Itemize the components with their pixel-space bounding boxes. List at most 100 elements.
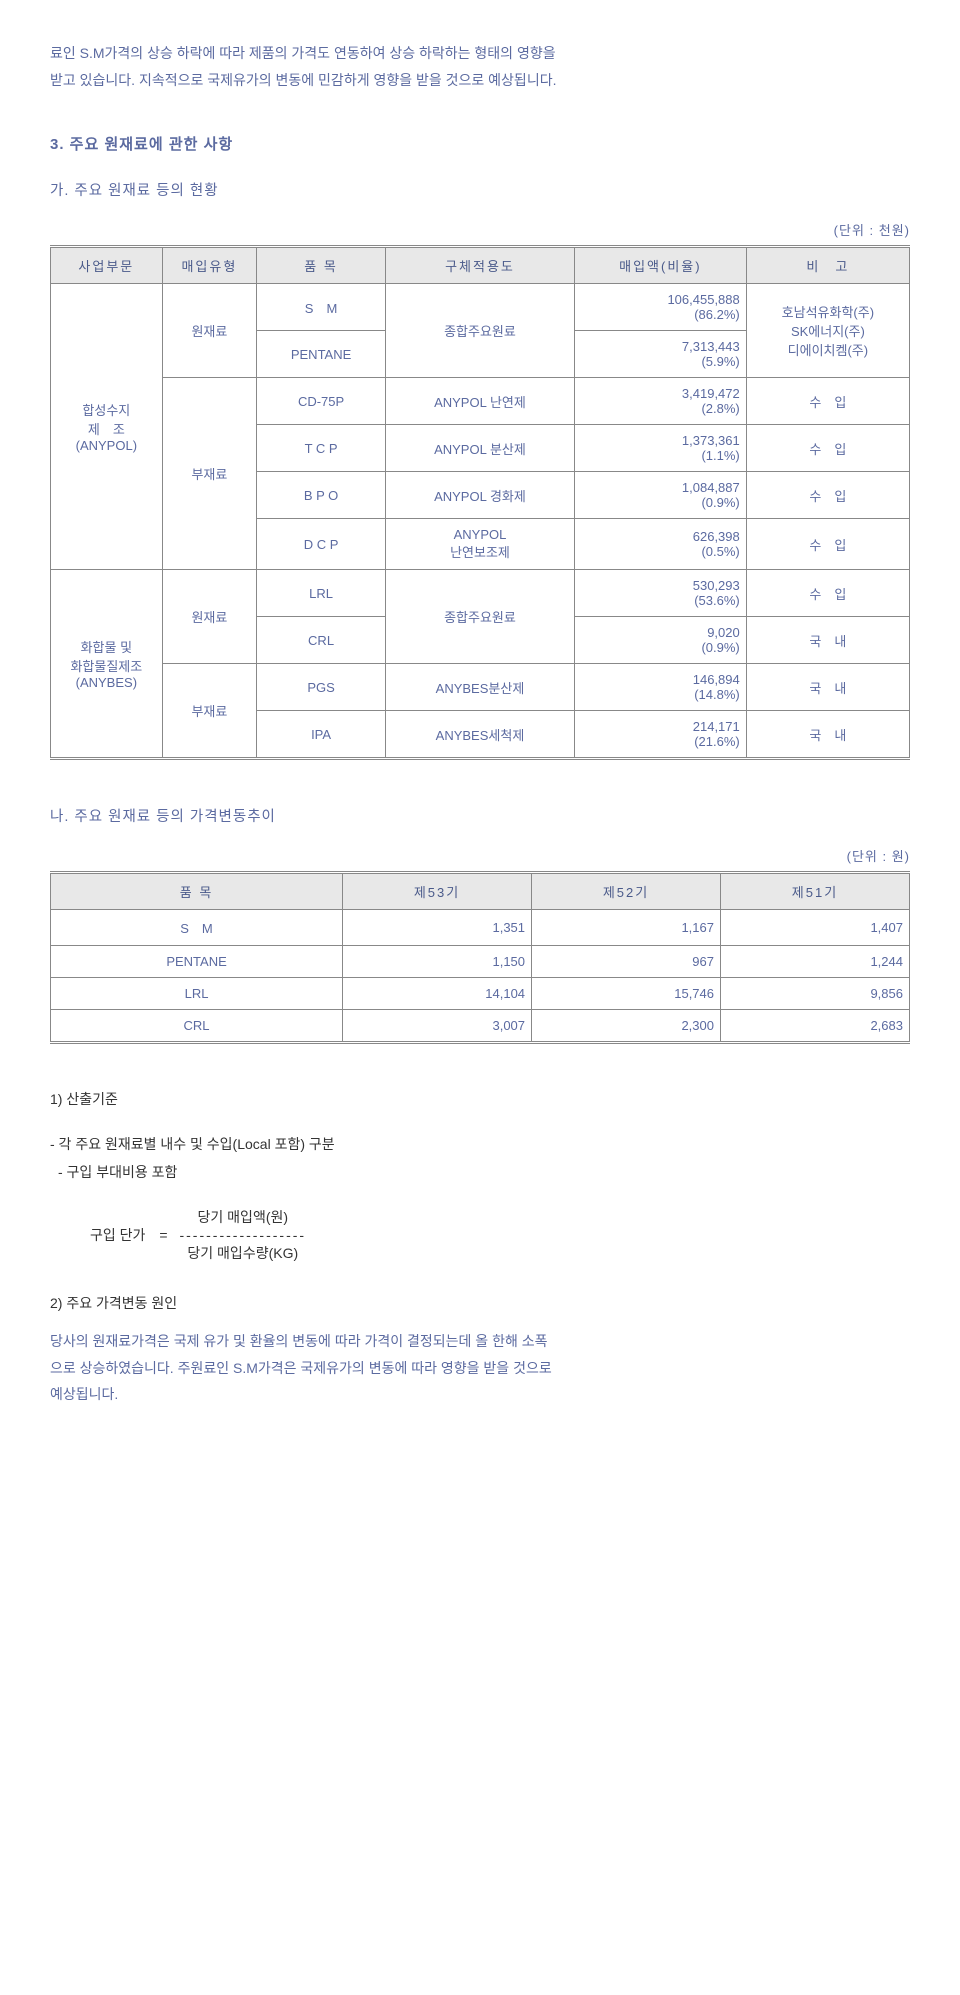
cell-item: PENTANE — [257, 331, 386, 378]
table-row: 부재료 PGS ANYBES분산제 146,894 (14.8%) 국 내 — [51, 664, 910, 711]
cell: 9,856 — [721, 978, 910, 1010]
table-row: 화합물 및 화합물질제조 (ANYBES) 원재료 LRL 종합주요원료 530… — [51, 570, 910, 617]
th-use: 구체적용도 — [385, 247, 574, 284]
sub-b-heading: 나. 주요 원재료 등의 가격변동추이 — [50, 805, 910, 826]
calc-line-1: - 각 주요 원재료별 내수 및 수입(Local 포함) 구분 — [50, 1134, 910, 1154]
cell-amt: 214,171 (21.6%) — [574, 711, 746, 759]
cell-bunit2: 화합물 및 화합물질제조 (ANYBES) — [51, 570, 163, 759]
th-business: 사업부문 — [51, 247, 163, 284]
cell-item: T C P — [257, 425, 386, 472]
th-51: 제51기 — [721, 873, 910, 910]
th-note: 비 고 — [746, 247, 909, 284]
cell-amt: 3,419,472 (2.8%) — [574, 378, 746, 425]
end-line-2: 으로 상승하였습니다. 주원료인 S.M가격은 국제유가의 변동에 따라 영향을… — [50, 1360, 552, 1376]
cell-item: CD-75P — [257, 378, 386, 425]
cell-type-raw: 원재료 — [162, 570, 256, 664]
table-row: PENTANE 1,150 967 1,244 — [51, 946, 910, 978]
cell-note: 수 입 — [746, 519, 909, 570]
th-53: 제53기 — [343, 873, 532, 910]
cell-amt: 1,373,361 (1.1%) — [574, 425, 746, 472]
formula-fraction: 당기 매입액(원) ------------------- 당기 매입수량(KG… — [179, 1207, 306, 1263]
cell: 2,300 — [532, 1010, 721, 1043]
table1-unit: (단위 : 천원) — [50, 220, 910, 239]
intro-paragraph: 료인 S.M가격의 상승 하락에 따라 제품의 가격도 연동하여 상승 하락하는… — [50, 40, 910, 93]
materials-table: 사업부문 매입유형 품 목 구체적용도 매입액(비율) 비 고 합성수지 제 조… — [50, 245, 910, 760]
cell-type-raw: 원재료 — [162, 284, 256, 378]
cell: 14,104 — [343, 978, 532, 1010]
table2-unit: (단위 : 원) — [50, 846, 910, 865]
formula-block: 구입 단가 = 당기 매입액(원) ------------------- 당기… — [90, 1207, 910, 1263]
cell-use: ANYBES세척제 — [385, 711, 574, 759]
table-row: LRL 14,104 15,746 9,856 — [51, 978, 910, 1010]
cell-type-sub: 부재료 — [162, 378, 256, 570]
cell: 3,007 — [343, 1010, 532, 1043]
cell-use: ANYPOL 난연제 — [385, 378, 574, 425]
cell-note: 국 내 — [746, 617, 909, 664]
cell-use: ANYPOL 경화제 — [385, 472, 574, 519]
cell-note: 수 입 — [746, 472, 909, 519]
formula-divider: ------------------- — [179, 1227, 306, 1243]
cell-item: LRL — [257, 570, 386, 617]
cell-amt: 626,398 (0.5%) — [574, 519, 746, 570]
end-paragraph: 당사의 원재료가격은 국제 유가 및 환율의 변동에 따라 가격이 결정되는데 … — [50, 1328, 910, 1408]
table-row: 합성수지 제 조 (ANYPOL) 원재료 S M 종합주요원료 106,455… — [51, 284, 910, 331]
cell: S M — [51, 910, 343, 946]
intro-line-2: 받고 있습니다. 지속적으로 국제유가의 변동에 민감하게 영향을 받을 것으로… — [50, 72, 556, 88]
cell: 1,244 — [721, 946, 910, 978]
cell-item: D C P — [257, 519, 386, 570]
formula-left: 구입 단가 = — [90, 1225, 168, 1245]
cell-amt: 7,313,443 (5.9%) — [574, 331, 746, 378]
cell-amt: 1,084,887 (0.9%) — [574, 472, 746, 519]
formula-denominator: 당기 매입수량(KG) — [187, 1245, 298, 1261]
th-type: 매입유형 — [162, 247, 256, 284]
cell-note: 국 내 — [746, 711, 909, 759]
calc-line-2: - 구입 부대비용 포함 — [58, 1162, 910, 1182]
cell-use: ANYBES분산제 — [385, 664, 574, 711]
cell-note: 수 입 — [746, 378, 909, 425]
cell-note: 국 내 — [746, 664, 909, 711]
cell: 1,407 — [721, 910, 910, 946]
th-amount: 매입액(비율) — [574, 247, 746, 284]
cell: LRL — [51, 978, 343, 1010]
cell-note: 수 입 — [746, 425, 909, 472]
th-item: 품 목 — [51, 873, 343, 910]
cell: 15,746 — [532, 978, 721, 1010]
cell: 1,167 — [532, 910, 721, 946]
table-header-row: 품 목 제53기 제52기 제51기 — [51, 873, 910, 910]
cell: CRL — [51, 1010, 343, 1043]
cell-amt: 9,020 (0.9%) — [574, 617, 746, 664]
cell-use: 종합주요원료 — [385, 284, 574, 378]
cell-item: IPA — [257, 711, 386, 759]
table-header-row: 사업부문 매입유형 품 목 구체적용도 매입액(비율) 비 고 — [51, 247, 910, 284]
change-heading: 2) 주요 가격변동 원인 — [50, 1293, 910, 1313]
calc-heading: 1) 산출기준 — [50, 1089, 910, 1109]
cell-bunit1: 합성수지 제 조 (ANYPOL) — [51, 284, 163, 570]
cell-item: S M — [257, 284, 386, 331]
price-trend-table: 품 목 제53기 제52기 제51기 S M 1,351 1,167 1,407… — [50, 871, 910, 1044]
sub-a-heading: 가. 주요 원재료 등의 현황 — [50, 179, 910, 200]
intro-line-1: 료인 S.M가격의 상승 하락에 따라 제품의 가격도 연동하여 상승 하락하는… — [50, 45, 556, 61]
cell: PENTANE — [51, 946, 343, 978]
cell: 1,351 — [343, 910, 532, 946]
cell-amt: 106,455,888 (86.2%) — [574, 284, 746, 331]
table-row: S M 1,351 1,167 1,407 — [51, 910, 910, 946]
cell-amt: 530,293 (53.6%) — [574, 570, 746, 617]
cell-note: 호남석유화학(주) SK에너지(주) 디에이치켐(주) — [746, 284, 909, 378]
table-row: CRL 3,007 2,300 2,683 — [51, 1010, 910, 1043]
formula-numerator: 당기 매입액(원) — [198, 1209, 289, 1225]
th-52: 제52기 — [532, 873, 721, 910]
section-3-heading: 3. 주요 원재료에 관한 사항 — [50, 133, 910, 154]
cell-note: 수 입 — [746, 570, 909, 617]
cell: 967 — [532, 946, 721, 978]
cell-use: ANYPOL 난연보조제 — [385, 519, 574, 570]
cell-amt: 146,894 (14.8%) — [574, 664, 746, 711]
cell-type-sub: 부재료 — [162, 664, 256, 759]
end-line-1: 당사의 원재료가격은 국제 유가 및 환율의 변동에 따라 가격이 결정되는데 … — [50, 1333, 547, 1349]
cell-item: B P O — [257, 472, 386, 519]
cell-use: ANYPOL 분산제 — [385, 425, 574, 472]
cell-use: 종합주요원료 — [385, 570, 574, 664]
cell: 1,150 — [343, 946, 532, 978]
th-item: 품 목 — [257, 247, 386, 284]
cell-item: CRL — [257, 617, 386, 664]
table-row: 부재료 CD-75P ANYPOL 난연제 3,419,472 (2.8%) 수… — [51, 378, 910, 425]
